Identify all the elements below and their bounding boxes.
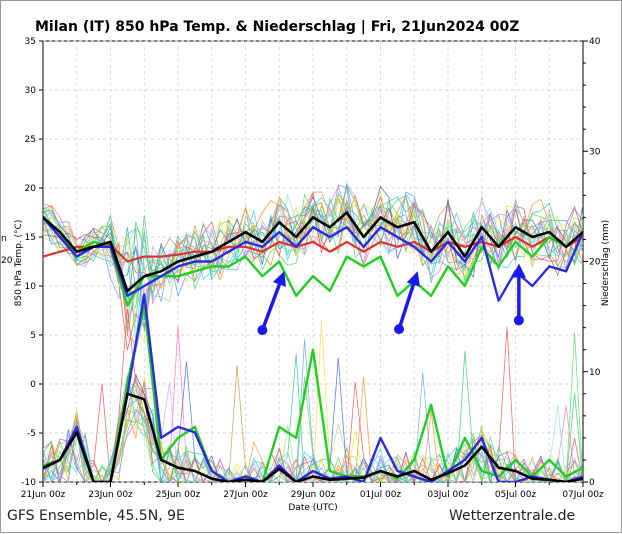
right-axis: 40 30 20 10 0 xyxy=(583,37,601,488)
series-line-precip-mean xyxy=(43,392,583,482)
arrow-head xyxy=(511,263,526,278)
annotation-arrows xyxy=(257,263,526,336)
y-tick-label-left: 25 xyxy=(25,135,36,145)
x-tick-label: 27Jun 00z xyxy=(223,490,268,500)
series-line-mean xyxy=(43,211,583,293)
x-tick-label: 23Jun 00z xyxy=(88,490,133,500)
ensemble-member-line xyxy=(43,194,583,343)
y-tick-label-right: 30 xyxy=(589,147,601,157)
y-tick-label-right: 20 xyxy=(589,258,601,268)
x-tick-label: 01Jul 00z xyxy=(360,490,402,500)
series-line-control xyxy=(43,216,583,302)
y-tick-label-left: 20 xyxy=(25,184,37,194)
y-tick-label-left: -5 xyxy=(27,429,36,439)
y-tick-label-left: -10 xyxy=(21,478,36,488)
clipped-left-label-2: 20 xyxy=(1,256,13,266)
x-tick-label: 03Jul 00z xyxy=(427,490,469,500)
y-tick-label-right: 0 xyxy=(589,478,595,488)
x-axis: 21Jun 00z 23Jun 00z 25Jun 00z 27Jun 00z 29Ju… xyxy=(21,482,604,500)
chart-title: Milan (IT) 850 hPa Temp. & Niederschlag … xyxy=(35,19,519,35)
y-tick-label-left: 30 xyxy=(25,86,37,96)
y-axis-label-right: Niederschlag (mm) xyxy=(601,220,611,306)
ensemble-members xyxy=(43,182,583,482)
y-axis-label-left: 850 hPa Temp. (°C) xyxy=(14,220,24,307)
ensemble-member-line xyxy=(43,184,583,332)
ensemble-member-line xyxy=(43,191,583,344)
x-tick-label: 05Jul 00z xyxy=(495,490,537,500)
arrow-shaft xyxy=(397,282,416,331)
y-tick-label-left: 5 xyxy=(30,331,36,341)
series-line-climate xyxy=(43,235,583,263)
clipped-left-label-1: n xyxy=(1,234,7,244)
arrow-tail-dot xyxy=(257,325,268,336)
y-tick-label-left: 15 xyxy=(25,233,36,243)
y-tick-label-left: 35 xyxy=(25,37,36,47)
y-tick-label-right: 40 xyxy=(589,37,601,47)
y-tick-label-right: 10 xyxy=(589,368,601,378)
arrow-tail-dot xyxy=(394,324,405,335)
series-line-operational xyxy=(43,216,583,307)
ensemble-precip-line xyxy=(43,357,583,482)
arrow-tail-dot xyxy=(513,315,524,326)
ensemble-precip-line xyxy=(43,377,583,482)
arrow-head xyxy=(272,271,286,287)
x-tick-label: 07Jul 00z xyxy=(562,490,604,500)
ensemble-member-line xyxy=(43,184,583,332)
ensemble-member-line xyxy=(43,197,583,322)
y-tick-label-left: 10 xyxy=(25,282,37,292)
arrow-shaft xyxy=(260,282,282,332)
left-axis: 35 30 25 20 15 10 5 0 -5 -10 xyxy=(21,37,43,488)
highlighted-series xyxy=(43,211,583,482)
footer-model: GFS Ensemble, 45.5N, 9E xyxy=(7,508,185,524)
y-tick-label-left: 0 xyxy=(30,380,36,390)
ensemble-precip-line xyxy=(43,388,583,482)
x-tick-label: 21Jun 00z xyxy=(21,490,66,500)
x-tick-label: 29Jun 00z xyxy=(291,490,336,500)
series-line-precip-control xyxy=(43,293,583,482)
footer-brand: Wetterzentrale.de xyxy=(449,508,575,524)
x-axis-label: Date (UTC) xyxy=(288,503,337,513)
x-tick-label: 25Jun 00z xyxy=(156,490,201,500)
ensemble-member-line xyxy=(43,201,583,294)
ensemble-member-line xyxy=(43,183,583,321)
arrow-head xyxy=(406,271,421,287)
